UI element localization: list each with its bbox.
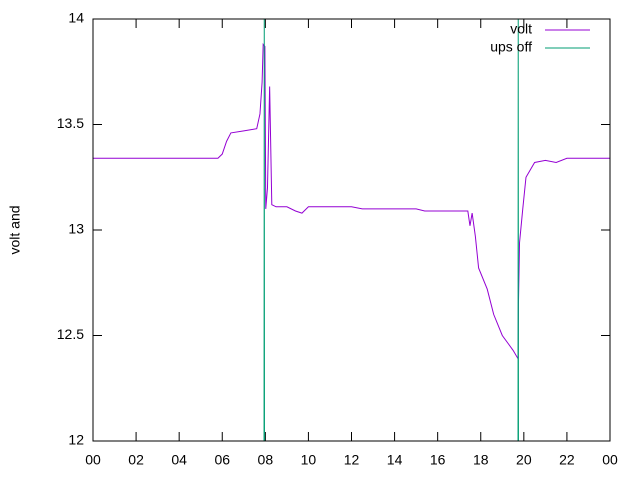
x-tick-label: 12: [344, 452, 360, 468]
x-tick-label: 18: [473, 452, 489, 468]
series-line: [93, 42, 610, 361]
legend-label: volt: [510, 21, 532, 37]
legend-label: ups off: [490, 39, 532, 55]
x-tick-label: 08: [258, 452, 274, 468]
x-tick-label: 22: [559, 452, 575, 468]
x-tick-label: 06: [214, 452, 230, 468]
y-tick-label: 12.5: [57, 326, 84, 342]
x-tick-label: 04: [171, 452, 187, 468]
y-tick-label: 13: [68, 221, 84, 237]
y-tick-label: 14: [68, 10, 84, 26]
x-tick-label: 16: [430, 452, 446, 468]
y-tick-label: 13.5: [57, 115, 84, 131]
x-tick-label: 14: [387, 452, 403, 468]
plot-border: [92, 18, 611, 442]
series-line: [263, 18, 519, 442]
x-tick-label: 00: [85, 452, 101, 468]
y-tick-label: 12: [68, 432, 84, 448]
y-axis-label: volt and: [7, 205, 23, 254]
x-tick-label: 20: [516, 452, 532, 468]
x-tick-label: 02: [128, 452, 144, 468]
x-tick-label: 00: [602, 452, 618, 468]
x-tick-label: 10: [301, 452, 317, 468]
